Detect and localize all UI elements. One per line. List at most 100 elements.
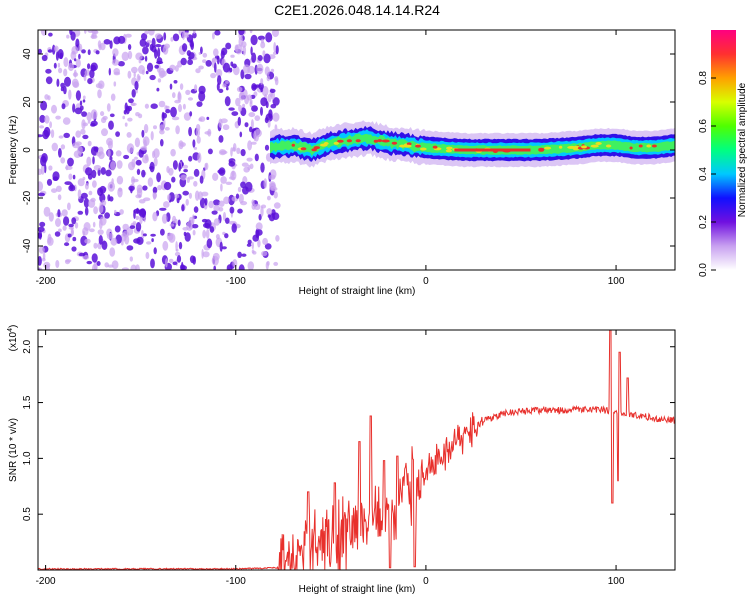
noise-speckle-dot — [204, 131, 211, 135]
noise-speckle-dot — [267, 195, 271, 201]
noise-speckle-dot — [262, 237, 268, 246]
noise-speckle-dot — [202, 52, 208, 58]
noise-speckle-dot — [202, 229, 207, 239]
band-core-speck — [446, 146, 453, 150]
noise-speckle-dot — [44, 115, 50, 124]
noise-speckle-dot — [269, 88, 276, 93]
noise-speckle-dot — [85, 167, 93, 176]
noise-speckle-dot — [234, 44, 239, 52]
noise-speckle-dot — [59, 52, 63, 60]
noise-speckle-dot — [111, 178, 114, 185]
band-core-speck — [544, 146, 552, 150]
noise-speckle-dot — [113, 81, 117, 87]
noise-speckle-dot — [78, 43, 83, 52]
noise-speckle-dot — [273, 42, 277, 53]
noise-speckle-dot — [77, 178, 85, 187]
noise-speckle-dot — [108, 67, 112, 76]
noise-speckle-dot — [171, 176, 176, 183]
noise-speckle-dot — [270, 182, 276, 191]
noise-speckle-dot — [71, 217, 77, 225]
noise-speckle-dot — [220, 183, 223, 192]
noise-speckle-dot — [198, 65, 204, 70]
noise-speckle-dot — [275, 235, 280, 242]
noise-speckle-dot — [92, 180, 97, 188]
noise-speckle-dot — [106, 103, 111, 112]
noise-speckle-dot — [134, 80, 139, 91]
band-core-speck — [538, 148, 545, 152]
noise-speckle-dot — [115, 131, 120, 137]
noise-speckle-dot — [64, 181, 72, 186]
noise-speckle-dot — [42, 129, 50, 140]
noise-speckle-dot — [238, 91, 245, 101]
noise-speckle-dot — [180, 57, 187, 66]
noise-speckle-dot — [165, 109, 171, 114]
noise-speckle-dot — [205, 60, 212, 67]
noise-speckle-dot — [68, 173, 73, 180]
noise-speckle-dot — [211, 57, 218, 63]
noise-speckle-dot — [111, 59, 120, 66]
noise-speckle-dot — [261, 38, 264, 44]
noise-speckle-dot — [67, 233, 72, 238]
noise-speckle-dot — [231, 63, 237, 69]
noise-speckle-dot — [199, 175, 204, 184]
noise-speckle-dot — [186, 221, 193, 231]
noise-speckle-dot — [244, 73, 252, 80]
noise-speckle-dot — [129, 256, 133, 262]
noise-speckle-dot — [204, 198, 208, 206]
noise-speckle-dot — [243, 166, 250, 173]
noise-speckle-dot — [267, 93, 272, 103]
band-core-speck — [355, 139, 361, 143]
noise-speckle-dot — [75, 130, 81, 138]
noise-speckle-dot — [127, 105, 132, 112]
noise-speckle-dot — [107, 264, 114, 268]
noise-speckle-dot — [84, 207, 89, 216]
noise-speckle-dot — [204, 219, 212, 229]
noise-speckle-dot — [83, 197, 90, 208]
noise-speckle-dot — [86, 260, 93, 265]
noise-speckle-dot — [188, 126, 193, 137]
noise-speckle-dot — [114, 225, 121, 233]
noise-speckle-dot — [123, 154, 130, 160]
noise-speckle-dot — [264, 66, 270, 76]
noise-speckle-dot — [173, 80, 178, 84]
noise-speckle-dot — [136, 187, 143, 198]
noise-speckle-dot — [270, 68, 275, 73]
noise-speckle-dot — [113, 36, 121, 45]
noise-speckle-dot — [211, 210, 218, 215]
noise-speckle-dot — [79, 100, 83, 106]
noise-speckle-dot — [226, 264, 233, 270]
noise-speckle-dot — [214, 62, 217, 73]
noise-speckle-dot — [160, 139, 164, 147]
noise-speckle-dot — [207, 148, 213, 155]
x-tick-label: 0 — [423, 576, 429, 587]
noise-speckle-dot — [156, 87, 160, 92]
noise-speckle-dot — [172, 92, 176, 99]
x-tick-label: -100 — [226, 276, 246, 287]
band-core-speck — [445, 149, 452, 153]
noise-speckle-dot — [135, 264, 140, 270]
noise-speckle-dot — [192, 139, 196, 148]
noise-speckle-dot — [62, 117, 71, 125]
noise-speckle-dot — [110, 161, 116, 171]
noise-speckle-dot — [188, 192, 192, 199]
noise-speckle-dot — [56, 78, 60, 88]
noise-speckle-dot — [250, 46, 253, 56]
noise-speckle-dot — [177, 92, 182, 102]
noise-speckle-dot — [87, 49, 91, 56]
noise-speckle-dot — [141, 129, 145, 138]
noise-speckle-dot — [138, 208, 147, 217]
noise-speckle-dot — [135, 215, 140, 220]
noise-speckle-dot — [260, 206, 264, 217]
noise-speckle-dot — [192, 30, 196, 34]
noise-speckle-dot — [248, 112, 256, 118]
noise-speckle-dot — [225, 217, 230, 224]
noise-speckle-dot — [90, 123, 96, 127]
noise-speckle-dot — [220, 118, 228, 124]
noise-speckle-dot — [97, 89, 102, 99]
noise-speckle-dot — [260, 106, 263, 116]
noise-speckle-dot — [93, 242, 98, 249]
noise-speckle-dot — [57, 62, 61, 68]
noise-speckle-dot — [193, 146, 198, 150]
noise-speckle-dot — [142, 46, 149, 55]
noise-speckle-dot — [119, 209, 124, 215]
